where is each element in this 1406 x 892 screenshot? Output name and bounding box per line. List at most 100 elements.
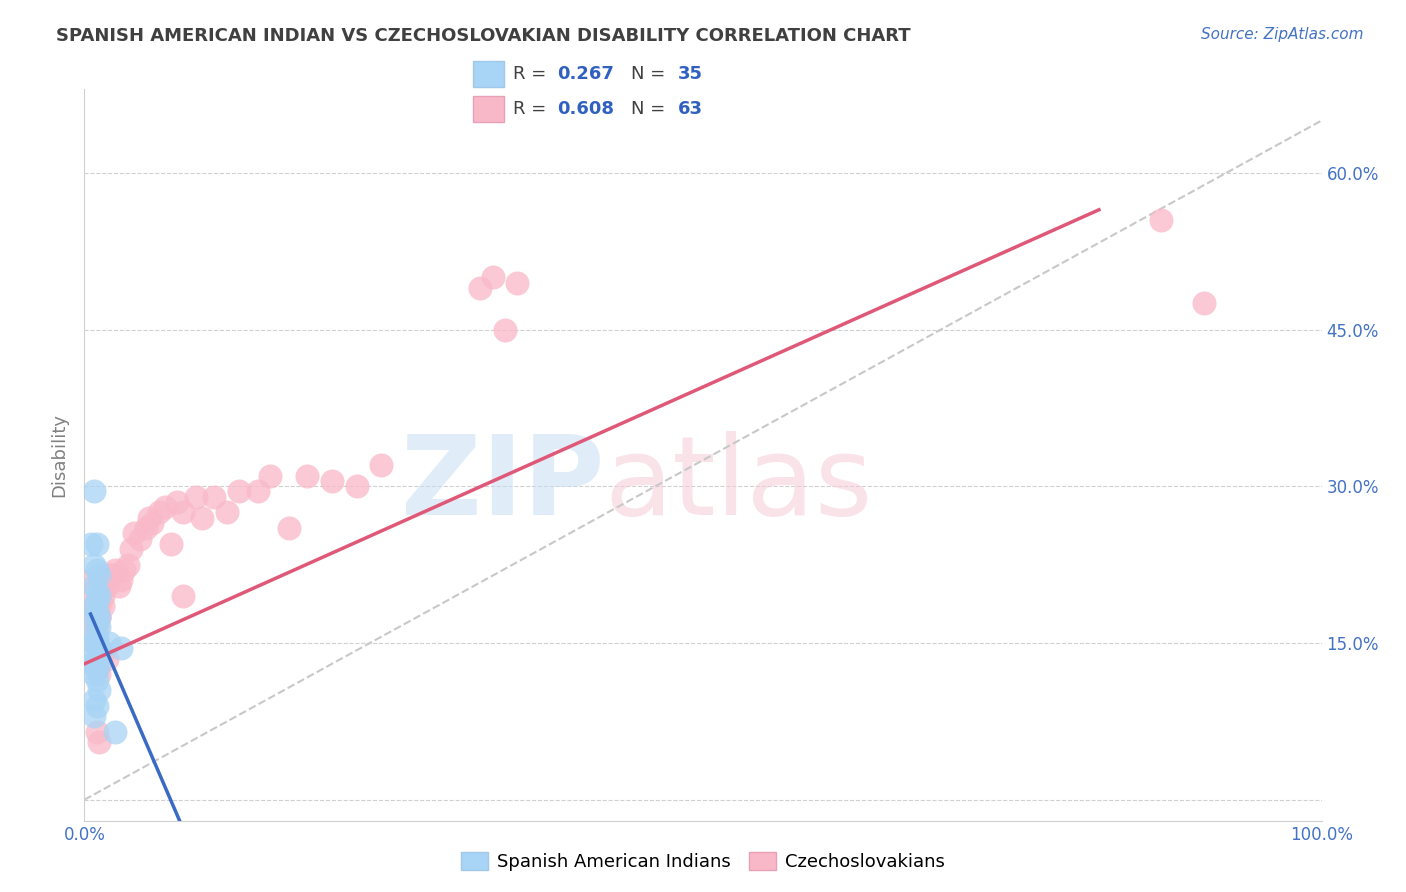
Point — [86, 698, 108, 713]
Point — [83, 657, 105, 671]
Point — [83, 693, 105, 707]
Point — [83, 709, 105, 723]
Text: SPANISH AMERICAN INDIAN VS CZECHOSLOVAKIAN DISABILITY CORRELATION CHART: SPANISH AMERICAN INDIAN VS CZECHOSLOVAKI… — [56, 27, 911, 45]
Point — [83, 610, 105, 624]
Point — [89, 610, 111, 624]
Point — [96, 651, 118, 665]
Point — [86, 605, 108, 619]
Point — [321, 474, 343, 488]
Point — [110, 574, 132, 588]
Text: 35: 35 — [678, 65, 703, 83]
Point — [138, 510, 160, 524]
Point — [83, 667, 105, 681]
Y-axis label: Disability: Disability — [51, 413, 69, 497]
Point — [215, 505, 238, 519]
Point — [83, 484, 105, 499]
Point — [295, 468, 318, 483]
Point — [86, 673, 108, 687]
Point — [120, 541, 142, 556]
Point — [141, 516, 163, 530]
Point — [108, 578, 131, 592]
Point — [148, 505, 170, 519]
Point — [1192, 296, 1215, 310]
Point — [86, 594, 108, 608]
Point — [79, 574, 101, 588]
Point — [83, 599, 105, 614]
Point — [346, 479, 368, 493]
Point — [91, 599, 114, 614]
Point — [83, 599, 105, 614]
Point — [86, 537, 108, 551]
Text: 63: 63 — [678, 100, 703, 118]
Point — [494, 322, 516, 336]
Point — [86, 583, 108, 598]
FancyBboxPatch shape — [474, 96, 505, 122]
Point — [153, 500, 176, 515]
Point — [506, 276, 529, 290]
FancyBboxPatch shape — [474, 62, 505, 87]
Point — [481, 270, 503, 285]
Point — [98, 636, 121, 650]
Point — [277, 521, 299, 535]
Point — [86, 605, 108, 619]
Text: 0.267: 0.267 — [557, 65, 613, 83]
Text: R =: R = — [513, 100, 553, 118]
Point — [184, 490, 207, 504]
Point — [91, 647, 114, 661]
Point — [470, 281, 492, 295]
Point — [112, 563, 135, 577]
Point — [86, 594, 108, 608]
Point — [83, 631, 105, 645]
Point — [122, 526, 145, 541]
Point — [104, 563, 127, 577]
Point — [370, 458, 392, 473]
Point — [104, 724, 127, 739]
Text: 0.608: 0.608 — [557, 100, 614, 118]
Point — [202, 490, 225, 504]
Text: N =: N = — [631, 100, 671, 118]
Point — [79, 657, 101, 671]
Point — [91, 578, 114, 592]
Point — [89, 657, 111, 671]
Point — [160, 537, 183, 551]
Point — [110, 641, 132, 656]
Point — [246, 484, 269, 499]
Point — [1150, 212, 1173, 227]
Point — [89, 599, 111, 614]
Point — [86, 641, 108, 656]
Point — [191, 510, 214, 524]
Point — [83, 583, 105, 598]
Point — [86, 563, 108, 577]
Point — [259, 468, 281, 483]
Point — [86, 662, 108, 676]
Point — [228, 484, 250, 499]
Point — [129, 532, 152, 546]
Text: Source: ZipAtlas.com: Source: ZipAtlas.com — [1201, 27, 1364, 42]
Point — [117, 558, 139, 572]
Text: R =: R = — [513, 65, 553, 83]
Point — [89, 683, 111, 698]
Point — [86, 662, 108, 676]
Point — [89, 641, 111, 656]
Point — [96, 578, 118, 592]
Point — [89, 568, 111, 582]
Text: ZIP: ZIP — [401, 431, 605, 538]
Text: atlas: atlas — [605, 431, 873, 538]
Text: N =: N = — [631, 65, 671, 83]
Point — [83, 615, 105, 629]
Point — [86, 724, 108, 739]
Point — [89, 667, 111, 681]
Point — [83, 625, 105, 640]
Point — [172, 589, 194, 603]
Point — [89, 620, 111, 634]
Point — [89, 641, 111, 656]
Point — [98, 568, 121, 582]
Point — [172, 505, 194, 519]
Point — [86, 631, 108, 645]
Point — [91, 589, 114, 603]
Point — [86, 651, 108, 665]
Point — [135, 521, 157, 535]
Legend: Spanish American Indians, Czechoslovakians: Spanish American Indians, Czechoslovakia… — [454, 845, 952, 879]
Point — [86, 620, 108, 634]
Point — [86, 636, 108, 650]
